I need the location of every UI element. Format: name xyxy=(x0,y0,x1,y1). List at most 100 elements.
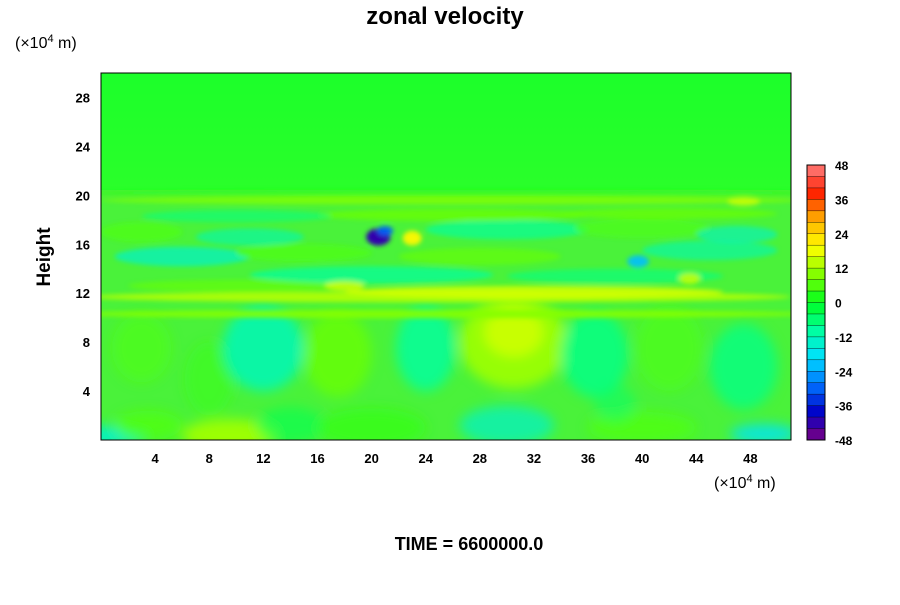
field-feature xyxy=(727,197,760,206)
field-feature xyxy=(101,222,183,242)
field-feature xyxy=(561,208,778,220)
field-feature xyxy=(696,225,778,244)
field-feature xyxy=(627,255,649,268)
colorbar-segment xyxy=(807,417,825,429)
plot-area xyxy=(101,73,791,440)
y-tick-label: 16 xyxy=(76,237,90,252)
colorbar-segment xyxy=(807,222,825,235)
colorbar-segment xyxy=(807,256,825,269)
colorbar-tick-label: -24 xyxy=(835,365,853,379)
colorbar-segment xyxy=(807,187,825,200)
field-feature xyxy=(642,240,778,261)
x-tick-label: 12 xyxy=(256,451,270,466)
y-tick-label: 12 xyxy=(76,286,90,301)
field-feature xyxy=(303,311,372,398)
colorbar-segment xyxy=(807,428,825,441)
colorbar-segment xyxy=(807,359,825,372)
x-unit-suffix: m) xyxy=(753,475,776,492)
colorbar-segment xyxy=(807,371,825,384)
field-feature xyxy=(483,307,544,357)
field-feature xyxy=(506,268,724,284)
field-feature xyxy=(594,384,636,422)
field-feature xyxy=(324,280,365,291)
y-unit-label: (×104 m) xyxy=(15,33,77,52)
colorbar-tick-label: 12 xyxy=(835,262,849,276)
field-feature xyxy=(561,311,629,398)
x-unit-label: (×104 m) xyxy=(714,473,776,492)
field-feature xyxy=(459,405,555,440)
field-feature xyxy=(395,305,456,392)
y-axis-label: Height xyxy=(34,227,55,287)
field-feature xyxy=(709,323,778,410)
y-tick-label: 24 xyxy=(76,139,91,154)
x-tick-label: 24 xyxy=(418,451,433,466)
field-feature xyxy=(184,342,234,416)
colorbar-segment xyxy=(807,176,825,189)
colorbar: 48 36 24 12 0 -12 -24 -36 -48 xyxy=(806,159,853,448)
x-unit-exponent: 4 xyxy=(746,473,752,485)
colorbar-tick-label: -48 xyxy=(835,434,853,448)
colorbar-segment xyxy=(807,245,825,257)
colorbar-segment xyxy=(807,233,825,246)
field-feature xyxy=(111,313,172,383)
x-tick-label: 4 xyxy=(152,451,160,466)
colorbar-segment xyxy=(807,165,825,177)
field-feature xyxy=(377,225,394,236)
y-tick-label: 28 xyxy=(76,90,90,105)
x-tick-label: 32 xyxy=(527,451,541,466)
x-tick-label: 8 xyxy=(206,451,213,466)
colorbar-tick-label: 0 xyxy=(835,297,842,311)
colorbar-segment xyxy=(807,302,825,315)
colorbar-frame xyxy=(806,164,826,441)
colorbar-segment xyxy=(807,279,825,292)
x-tick-label: 48 xyxy=(743,451,757,466)
colorbar-tick-label: 24 xyxy=(835,228,849,242)
colorbar-segment xyxy=(807,348,825,361)
x-tick-label: 28 xyxy=(473,451,487,466)
x-unit-prefix: (×10 xyxy=(714,475,747,492)
field-feature xyxy=(114,410,183,440)
colorbar-segment xyxy=(807,291,825,303)
x-axis: 4 8 12 16 20 24 28 32 36 40 44 48 xyxy=(152,451,758,466)
time-label: TIME = 6600000.0 xyxy=(395,534,544,554)
colorbar-segment xyxy=(807,405,825,418)
y-tick-label: 20 xyxy=(76,188,90,203)
field-feature xyxy=(101,195,791,205)
x-tick-label: 44 xyxy=(689,451,704,466)
plot-frame xyxy=(100,72,792,441)
field-feature xyxy=(425,219,589,240)
y-unit-prefix: (×10 xyxy=(15,35,48,52)
colorbar-tick-label: 48 xyxy=(835,159,849,173)
field-feature xyxy=(635,305,704,392)
field-feature xyxy=(249,266,494,284)
colorbar-segment xyxy=(807,313,825,326)
field-feature xyxy=(195,228,304,246)
field-feature xyxy=(101,309,791,319)
field-feature xyxy=(344,285,724,299)
field-feature xyxy=(317,208,589,222)
x-tick-label: 16 xyxy=(310,451,324,466)
colorbar-segment xyxy=(807,199,825,212)
colorbar-segment xyxy=(807,210,825,223)
colorbar-segment xyxy=(807,268,825,280)
field-feature xyxy=(182,419,277,440)
y-tick-label: 8 xyxy=(83,335,90,350)
colorbar-tick-label: 36 xyxy=(835,193,849,207)
field-feature xyxy=(101,189,791,196)
colorbar-tick-label: -36 xyxy=(835,400,853,414)
field-feature xyxy=(256,406,325,440)
field-feature xyxy=(402,230,422,246)
field-feature xyxy=(574,218,710,239)
colorbar-segment xyxy=(807,325,825,338)
field-feature xyxy=(317,408,426,440)
field-feature xyxy=(141,210,331,223)
colorbar-segment xyxy=(807,336,825,349)
colorbar-segment xyxy=(807,382,825,395)
x-tick-label: 36 xyxy=(581,451,595,466)
field-feature xyxy=(678,273,701,285)
y-unit-exponent: 4 xyxy=(47,33,53,45)
x-tick-label: 40 xyxy=(635,451,649,466)
chart-title: zonal velocity xyxy=(366,3,524,30)
field-feature xyxy=(398,247,561,266)
